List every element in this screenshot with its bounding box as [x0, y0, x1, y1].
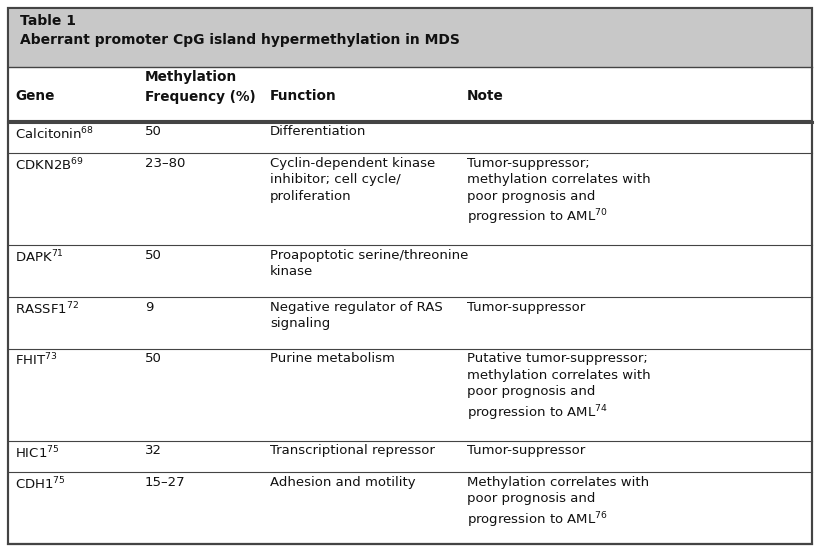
Text: Tumor-suppressor: Tumor-suppressor	[467, 444, 585, 458]
Text: Frequency (%): Frequency (%)	[145, 90, 256, 104]
Text: 32: 32	[145, 444, 162, 458]
Text: Cyclin-dependent kinase
inhibitor; cell cycle/
proliferation: Cyclin-dependent kinase inhibitor; cell …	[269, 157, 435, 203]
Text: Table 1: Table 1	[20, 14, 76, 28]
Text: DAPK$^{71}$: DAPK$^{71}$	[15, 249, 64, 266]
Text: Purine metabolism: Purine metabolism	[269, 352, 395, 365]
Bar	[8, 8, 811, 67]
Text: Transcriptional repressor: Transcriptional repressor	[269, 444, 434, 458]
Text: Adhesion and motility: Adhesion and motility	[269, 475, 415, 489]
Text: CDKN2B$^{69}$: CDKN2B$^{69}$	[15, 157, 84, 173]
Text: 50: 50	[145, 249, 161, 262]
Text: Putative tumor-suppressor;
methylation correlates with
poor prognosis and
progre: Putative tumor-suppressor; methylation c…	[467, 352, 649, 422]
Text: Function: Function	[269, 89, 337, 103]
Text: 50: 50	[145, 352, 161, 365]
Text: 23–80: 23–80	[145, 157, 185, 169]
Text: 9: 9	[145, 300, 153, 314]
Text: Tumor-suppressor: Tumor-suppressor	[467, 300, 585, 314]
Text: Calcitonin$^{68}$: Calcitonin$^{68}$	[15, 125, 94, 142]
Text: HIC1$^{75}$: HIC1$^{75}$	[15, 444, 60, 461]
Text: Methylation: Methylation	[145, 70, 237, 84]
Text: FHIT$^{73}$: FHIT$^{73}$	[15, 352, 57, 369]
Text: Note: Note	[467, 89, 503, 103]
Text: Proapoptotic serine/threonine
kinase: Proapoptotic serine/threonine kinase	[269, 249, 468, 278]
Text: Tumor-suppressor;
methylation correlates with
poor prognosis and
progression to : Tumor-suppressor; methylation correlates…	[467, 157, 649, 227]
Text: Aberrant promoter CpG island hypermethylation in MDS: Aberrant promoter CpG island hypermethyl…	[20, 33, 459, 47]
Text: Methylation correlates with
poor prognosis and
progression to AML$^{76}$: Methylation correlates with poor prognos…	[467, 475, 649, 529]
Text: Differentiation: Differentiation	[269, 125, 366, 139]
Text: Negative regulator of RAS
signaling: Negative regulator of RAS signaling	[269, 300, 442, 330]
Text: 50: 50	[145, 125, 161, 139]
Text: Gene: Gene	[15, 89, 54, 103]
Text: RASSF1$^{72}$: RASSF1$^{72}$	[15, 300, 79, 317]
Text: CDH1$^{75}$: CDH1$^{75}$	[15, 475, 66, 492]
Text: 15–27: 15–27	[145, 475, 185, 489]
